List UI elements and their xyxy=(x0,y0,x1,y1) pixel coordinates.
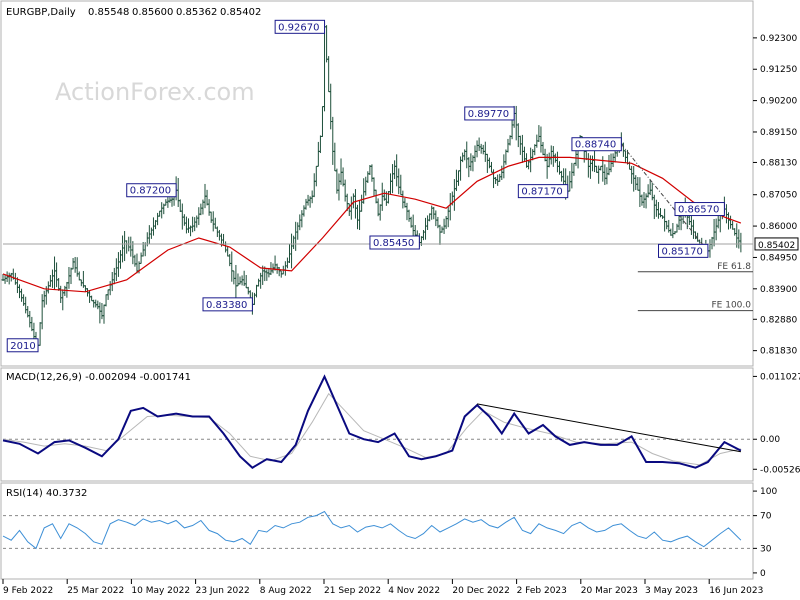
macd-plot xyxy=(2,374,753,469)
rsi-y-tick-label: 30 xyxy=(760,544,772,554)
macd-y-tick-label: 0.011027 xyxy=(760,372,800,382)
annotation-box xyxy=(369,235,420,250)
fib-level-label: FE 100.0 xyxy=(712,301,752,311)
rsi-line xyxy=(2,510,742,550)
annotation-box xyxy=(674,202,725,217)
date-tick-label: 3 May 2023 xyxy=(645,586,698,596)
date-tick-label: 10 May 2022 xyxy=(131,586,190,596)
annotation-label: 2010 xyxy=(10,341,35,352)
annotation-box xyxy=(126,183,177,198)
price-y-tick-label: 0.89150 xyxy=(760,128,797,138)
annotation-label: 0.89770 xyxy=(468,109,509,120)
price-y-tick-label: 0.84950 xyxy=(760,253,797,263)
annotation-label: 0.92670 xyxy=(278,22,319,33)
date-tick-label: 25 Mar 2022 xyxy=(67,586,124,596)
annotation-box xyxy=(202,297,253,312)
rsi-title: RSI(14) 40.3732 xyxy=(6,488,87,499)
rsi-y-tick-label: 100 xyxy=(760,487,777,497)
annotation-box xyxy=(517,184,569,199)
price-trend-line xyxy=(620,143,709,252)
ohlc-readout: 0.85548 0.85600 0.85362 0.85402 xyxy=(88,7,261,18)
date-tick-label: 23 Jun 2022 xyxy=(196,586,250,596)
watermark: ActionForex.com xyxy=(55,78,255,106)
macd-line xyxy=(2,374,742,469)
annotation-box xyxy=(6,338,39,353)
annotation-label: 0.86570 xyxy=(678,205,719,216)
date-tick-label: 16 Jun 2023 xyxy=(709,586,763,596)
price-y-tick-label: 0.81830 xyxy=(760,347,797,357)
macd-signal-line xyxy=(2,392,742,466)
axes: 0.92300 0.91250 0.90200 0.89150 0.88130 0.870… xyxy=(2,34,800,596)
ohlc-open: 0.85548 xyxy=(88,7,129,18)
rsi-panel-frame xyxy=(0,482,754,580)
macd-y-tick-label: -0.005267 xyxy=(760,465,800,475)
fib-level-label: FE 61.8 xyxy=(717,262,751,272)
annotation-label: 0.83380 xyxy=(206,300,247,311)
annotation-label: 0.85170 xyxy=(662,246,703,257)
date-tick-label: 20 Mar 2023 xyxy=(581,586,638,596)
price-y-tick-label: 0.82880 xyxy=(760,315,797,325)
date-tick-label: 9 Feb 2022 xyxy=(3,586,53,596)
annotation-box xyxy=(464,106,515,121)
date-tick-label: 21 Sep 2022 xyxy=(324,586,381,596)
price-chart-title: EURGBP,Daily xyxy=(6,7,76,18)
ohlc-close: 0.85402 xyxy=(220,7,261,18)
annotation-label: 0.85450 xyxy=(373,238,414,249)
rsi-y-tick-label: 0 xyxy=(760,569,766,579)
annotation-label: 0.88740 xyxy=(575,140,616,151)
price-y-tick-label: 0.87050 xyxy=(760,191,797,201)
rsi-plot xyxy=(2,510,753,550)
price-y-tick-label: 0.86000 xyxy=(760,222,797,232)
price-y-tick-label: 0.88130 xyxy=(760,158,797,168)
annotation-label: 0.87200 xyxy=(130,186,171,197)
ohlc-low: 0.85362 xyxy=(176,7,217,18)
annotation-box xyxy=(658,243,709,258)
price-y-tick-label: 0.90200 xyxy=(760,97,797,107)
macd-panel-frame xyxy=(0,367,754,482)
ohlc-high: 0.85600 xyxy=(132,7,173,18)
macd-title: MACD(12,26,9) -0.002094 -0.001741 xyxy=(6,372,191,383)
macd-trend-line xyxy=(476,403,741,453)
price-y-tick-label: 0.92300 xyxy=(760,34,797,44)
date-tick-label: 2 Feb 2023 xyxy=(517,586,567,596)
current-price-tag xyxy=(754,237,799,251)
price-plot: FE 61.8 FE 100.0 0.92670 0.89770 0.88740 0.87… xyxy=(1,19,753,353)
annotation-box xyxy=(571,137,622,152)
rsi-y-tick-label: 70 xyxy=(760,512,772,522)
price-y-tick-label: 0.83900 xyxy=(760,285,797,295)
date-tick-label: 20 Dec 2022 xyxy=(452,586,510,596)
annotation-label: 0.87170 xyxy=(521,187,562,198)
price-y-tick-label: 0.91250 xyxy=(760,65,797,75)
date-tick-label: 4 Nov 2022 xyxy=(388,586,440,596)
current-price-label: 0.85402 xyxy=(758,241,795,251)
moving-average-line xyxy=(2,156,742,293)
macd-y-tick-label: 0.00 xyxy=(760,435,780,445)
date-tick-label: 8 Aug 2022 xyxy=(260,586,312,596)
annotation-box xyxy=(274,19,326,34)
